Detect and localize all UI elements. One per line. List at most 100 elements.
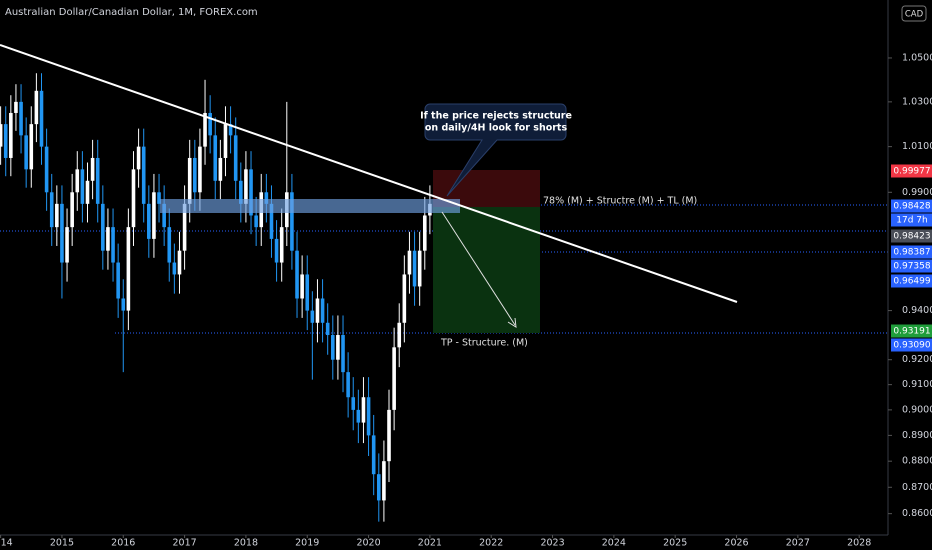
x-tick-label: 2016: [111, 538, 135, 549]
candle-body: [44, 146, 49, 193]
candle-body: [121, 298, 126, 311]
x-tick-label: 2019: [295, 538, 319, 549]
candle-body: [9, 112, 13, 158]
candle-body: [407, 250, 412, 275]
candle-body: [136, 146, 141, 170]
candle-body: [187, 157, 192, 204]
candle-body: [300, 274, 304, 299]
x-tick-label: 2025: [663, 538, 687, 549]
candle-body: [213, 135, 218, 181]
candle-body: [39, 90, 44, 147]
candle-body: [80, 169, 85, 204]
candle-body: [147, 203, 151, 239]
x-tick-label: 2015: [50, 538, 74, 549]
plot-area: [0, 73, 888, 522]
candle-body: [34, 90, 39, 125]
candle-body: [3, 124, 8, 158]
candle-body: [295, 250, 299, 299]
candle-body: [336, 335, 340, 360]
candle-body: [152, 192, 156, 239]
candle-body: [371, 435, 376, 475]
candle-body: [269, 203, 274, 239]
candle-body: [126, 227, 131, 311]
candle-body: [330, 335, 335, 360]
x-tick-label: 2027: [786, 538, 810, 549]
currency[interactable]: CAD: [905, 10, 924, 20]
candle-body: [233, 135, 238, 181]
candle-body: [274, 238, 279, 263]
y-tick-label: 0.86000: [902, 508, 932, 519]
candle-body: [228, 124, 233, 136]
price-label-box: [891, 164, 932, 178]
candle-body: [116, 262, 120, 299]
candle-body: [85, 180, 90, 204]
target-zone: [433, 207, 540, 333]
candle-body: [19, 101, 23, 136]
candle-body: [366, 397, 371, 436]
price-label-box: [891, 199, 932, 213]
y-tick-label: 0.89000: [902, 430, 932, 441]
y-tick-label: 0.91000: [902, 379, 932, 390]
price-label: 0.93090: [893, 341, 930, 351]
x-tick-label: 2024: [602, 538, 626, 549]
candle-body: [172, 262, 177, 275]
y-tick-label: 0.94000: [902, 305, 932, 316]
candle-body: [182, 203, 187, 251]
candle-body: [90, 157, 95, 181]
price-label: 0.97358: [893, 262, 930, 272]
candle-body: [417, 250, 422, 287]
candle-body: [167, 227, 172, 263]
x-tick-label: 2017: [172, 538, 196, 549]
y-tick-label: 0.90000: [902, 404, 932, 415]
x-tick-label: 2023: [540, 538, 564, 549]
x-tick-label: 2028: [847, 538, 871, 549]
candle-body: [208, 112, 212, 136]
candle-body: [95, 157, 100, 204]
candle-body: [402, 274, 407, 323]
price-label-box: [891, 213, 932, 227]
candle-body: [203, 112, 207, 147]
candle-body: [315, 298, 320, 323]
candle-body: [218, 157, 223, 181]
candle-body: [325, 322, 330, 336]
callout-text: If the price rejects structure: [420, 111, 572, 122]
candle-body: [65, 227, 69, 263]
price-label: 0.93191: [893, 327, 930, 337]
x-tick-label: 2018: [234, 538, 258, 549]
callout-box: [424, 103, 567, 197]
x-tick-label: 2021: [418, 538, 442, 549]
candle-body: [397, 322, 402, 348]
candle-body: [70, 192, 74, 228]
candle-body: [382, 461, 386, 501]
candle-body: [24, 135, 28, 170]
y-tick-label: 0.99000: [902, 187, 932, 198]
price-label-box: [891, 229, 932, 243]
y-tick-label: 0.92000: [902, 354, 932, 365]
arrow-line: [441, 211, 516, 326]
candle-body: [193, 157, 197, 193]
candle-body: [244, 169, 248, 204]
candle-body: [0, 124, 3, 147]
x-tick-label: 2014: [0, 538, 13, 549]
currency-button[interactable]: [901, 5, 927, 22]
price-label-box: [891, 274, 932, 288]
structure-zone: [160, 199, 460, 213]
candle-body: [239, 180, 243, 204]
price-label-box: [891, 259, 932, 273]
candle-body: [264, 192, 269, 204]
candle-body: [376, 474, 381, 501]
candle-body: [346, 372, 350, 398]
price-label-box: [891, 245, 932, 259]
y-tick-label: 1.01000: [902, 141, 932, 152]
y-tick-label: 0.87000: [902, 482, 932, 493]
candle-body: [177, 250, 182, 275]
candle-body: [412, 250, 417, 287]
candle-body: [106, 227, 110, 251]
candle-body: [422, 215, 427, 251]
candle-body: [392, 347, 396, 410]
candle-body: [320, 298, 325, 323]
price-label: 0.98387: [893, 248, 930, 258]
zone-label: 78% (M) + Structre (M) + TL (M): [543, 196, 697, 207]
price-label: 0.99977: [893, 167, 930, 177]
